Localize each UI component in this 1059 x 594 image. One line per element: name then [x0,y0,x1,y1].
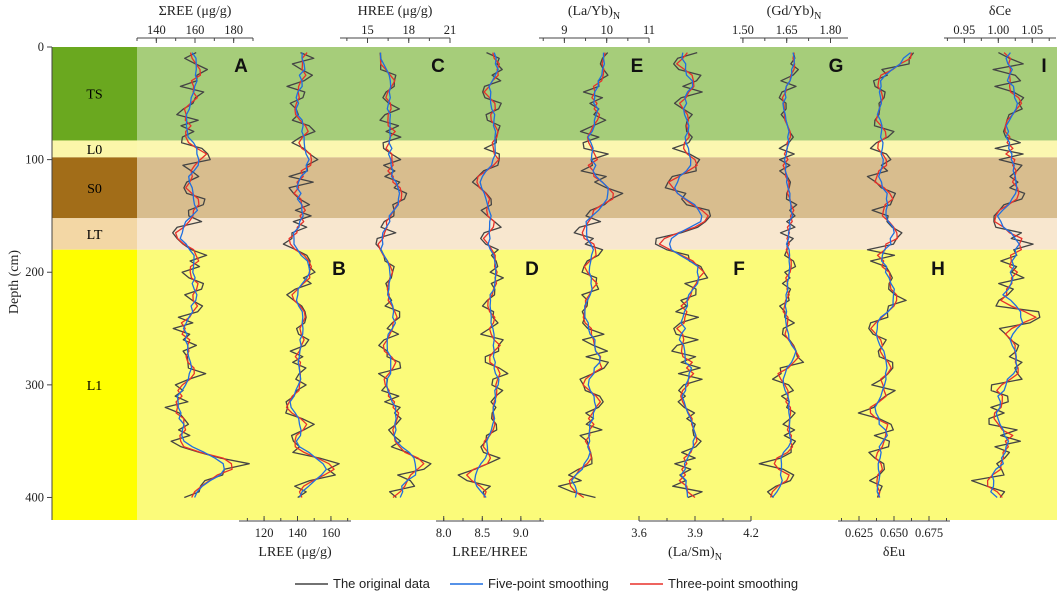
axis-title: LREE (μg/g) [258,545,332,560]
panel-letter-i: I [1041,56,1046,77]
x-tick-label: 8.0 [436,526,452,540]
x-tick-label: 160 [322,526,341,540]
panel-letter-b: B [332,259,346,280]
x-tick-label: 0.625 [845,526,873,540]
panel-letter-e: E [631,56,644,77]
zone-column-ts [52,47,137,141]
original-data-line [457,52,509,498]
axis-title: (Gd/Yb)N [767,4,822,22]
zone-band-ts [137,47,1057,141]
x-tick-label: 3.6 [631,526,647,540]
zone-label-l0: L0 [87,143,103,158]
depth-axis-title: Depth (cm) [7,250,22,314]
x-tick-label: 21 [444,23,457,37]
x-tick-label: 18 [403,23,416,37]
x-tick-label: 8.5 [474,526,490,540]
five-point-smoothing-line [990,52,1024,498]
five-point-smoothing-line [289,52,328,498]
zone-column-lt [52,218,137,250]
x-tick-label: 1.05 [1021,23,1043,37]
x-tick-label: 1.50 [732,23,754,37]
three-point-smoothing-line [568,52,614,499]
depth-tick-label: 400 [25,490,44,504]
axis-title: δEu [883,545,905,560]
zone-column-l1 [52,249,137,520]
panel-letter-a: A [234,56,248,77]
x-tick-label: 15 [361,23,374,37]
x-tick-label: 180 [224,23,243,37]
x-tick-label: 4.2 [743,526,759,540]
three-point-smoothing-line [285,52,335,498]
depth-axis: Depth (cm) 0 100 200 300 400 [7,40,53,520]
panel-b: 120 140 160 LREE (μg/g) B [239,52,351,560]
zone-column-s0 [52,157,137,219]
zone-column-l0 [52,140,137,158]
axis-title: (La/Sm)N [668,545,722,563]
panel-letter-g: G [829,56,844,77]
five-point-smoothing-line [771,52,797,498]
zone-label-ts: TS [86,88,102,103]
x-tick-label: 3.9 [687,526,703,540]
zone-label-l1: L1 [87,379,103,394]
axis-title: LREE/HREE [452,545,527,560]
legend-label: Five-point smoothing [488,576,609,591]
axis-title: ΣREE (μg/g) [159,4,232,19]
panel-letter-c: C [431,56,445,77]
x-tick-label: 0.675 [915,526,943,540]
five-point-smoothing-line [176,52,225,498]
x-tick-label: 1.80 [820,23,842,37]
x-tick-label: 140 [288,526,307,540]
panel-h: 0.625 0.650 0.675 δEu H [838,52,950,560]
zone-label-s0: S0 [87,182,102,197]
depth-tick-label: 100 [25,153,44,167]
panel-letter-f: F [733,259,745,280]
original-data-line [654,51,712,499]
original-data-line [857,52,915,498]
x-tick-label: 11 [643,23,655,37]
legend: The original data Five-point smoothing Thr… [295,576,798,591]
three-point-smoothing-line [986,52,1037,498]
legend-label: Three-point smoothing [668,576,798,591]
depth-tick-label: 300 [25,378,44,392]
panel-e: 9 10 11 (La/Yb)N E [539,4,655,499]
zone-band-l0 [137,140,1057,158]
x-tick-label: 9.0 [513,526,529,540]
five-point-smoothing-line [474,52,500,498]
x-tick-label: 120 [255,526,274,540]
five-point-smoothing-line [874,52,912,498]
depth-tick-label: 200 [25,265,44,279]
zone-label-lt: LT [87,228,103,243]
x-tick-label: 160 [186,23,205,37]
x-tick-label: 1.00 [987,23,1009,37]
x-tick-label: 0.95 [953,23,975,37]
x-tick-label: 10 [600,23,613,37]
panel-i: 0.95 1.00 1.05 δCe I [944,4,1056,498]
legend-label: The original data [333,576,431,591]
five-point-smoothing-line [571,52,609,498]
stratigraphic-column: TS L0 S0 LT L1 [52,47,137,520]
panel-letter-d: D [525,259,539,280]
x-tick-label: 140 [147,23,166,37]
depth-tick-label: 0 [38,40,44,54]
axis-title: δCe [989,4,1011,19]
x-tick-label: 0.650 [880,526,908,540]
panels: 140 160 180 ΣREE (μg/g) A 120 140 160 LREE (μg/g… [136,4,1056,563]
panel-c: 15 18 21 HREE (μg/g) C [340,4,457,499]
five-point-smoothing-line [668,52,703,498]
five-point-smoothing-line [379,52,417,498]
panel-a: 140 160 180 ΣREE (μg/g) A [136,4,254,499]
zone-band-s0 [137,157,1057,219]
zone-band-l1 [137,249,1057,520]
x-tick-label: 9 [561,23,567,37]
axis-title: HREE (μg/g) [358,4,433,19]
original-data-line [164,52,250,499]
x-tick-label: 1.65 [776,23,798,37]
panel-f: 3.6 3.9 4.2 (La/Sm)N F [631,51,759,563]
panel-d: 8.0 8.5 9.0 LREE/HREE D [436,52,544,560]
axis-title: (La/Yb)N [568,4,620,22]
panel-g: 1.50 1.65 1.80(Gd/Yb)N G [732,4,848,498]
panel-letter-h: H [931,259,945,280]
